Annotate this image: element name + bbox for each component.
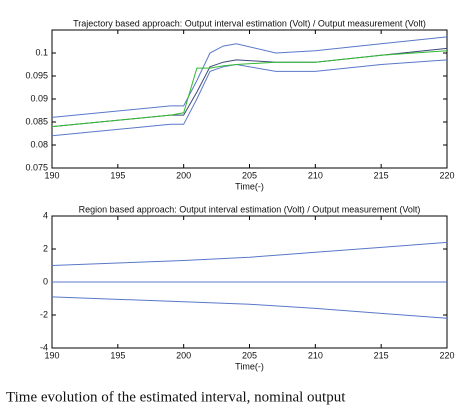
x-axis-label: Time(-)	[235, 181, 264, 191]
x-tick-label: 210	[308, 170, 323, 180]
x-tick-label: 200	[176, 170, 191, 180]
x-tick-label: 215	[374, 350, 389, 360]
x-tick-label: 205	[242, 170, 257, 180]
x-tick-label: 190	[44, 350, 59, 360]
y-tick-label: 0.09	[30, 93, 48, 103]
caption: Time evolution of the estimated interval…	[6, 389, 346, 405]
y-tick-label: 0.085	[25, 116, 48, 126]
x-tick-label: 210	[308, 350, 323, 360]
y-tick-label: -2	[40, 309, 48, 319]
y-tick-label: -4	[40, 342, 48, 352]
y-tick-label: 2	[43, 243, 48, 253]
y-tick-label: 0	[43, 276, 48, 286]
chart-title: Region based approach: Output interval e…	[79, 204, 421, 214]
x-tick-label: 215	[374, 170, 389, 180]
series-line	[51, 36, 448, 118]
x-tick-label: 195	[110, 170, 125, 180]
x-axis-label: Time(-)	[235, 361, 264, 371]
series-line	[51, 59, 448, 137]
series-line	[51, 241, 448, 266]
x-tick-label: 220	[439, 350, 454, 360]
x-tick-label: 220	[439, 170, 454, 180]
plot-area	[51, 29, 448, 169]
x-tick-label: 200	[176, 350, 191, 360]
y-tick-label: 0.075	[25, 162, 48, 172]
y-tick-label: 0.1	[35, 47, 48, 57]
y-tick-label: 0.095	[25, 70, 48, 80]
x-tick-label: 190	[44, 170, 59, 180]
series-line	[51, 50, 448, 128]
x-tick-label: 205	[242, 350, 257, 360]
y-tick-label: 4	[43, 210, 48, 220]
x-tick-label: 195	[110, 350, 125, 360]
series-line	[51, 296, 448, 319]
chart-title: Trajectory based approach: Output interv…	[73, 18, 426, 28]
y-tick-label: 0.08	[30, 139, 48, 149]
